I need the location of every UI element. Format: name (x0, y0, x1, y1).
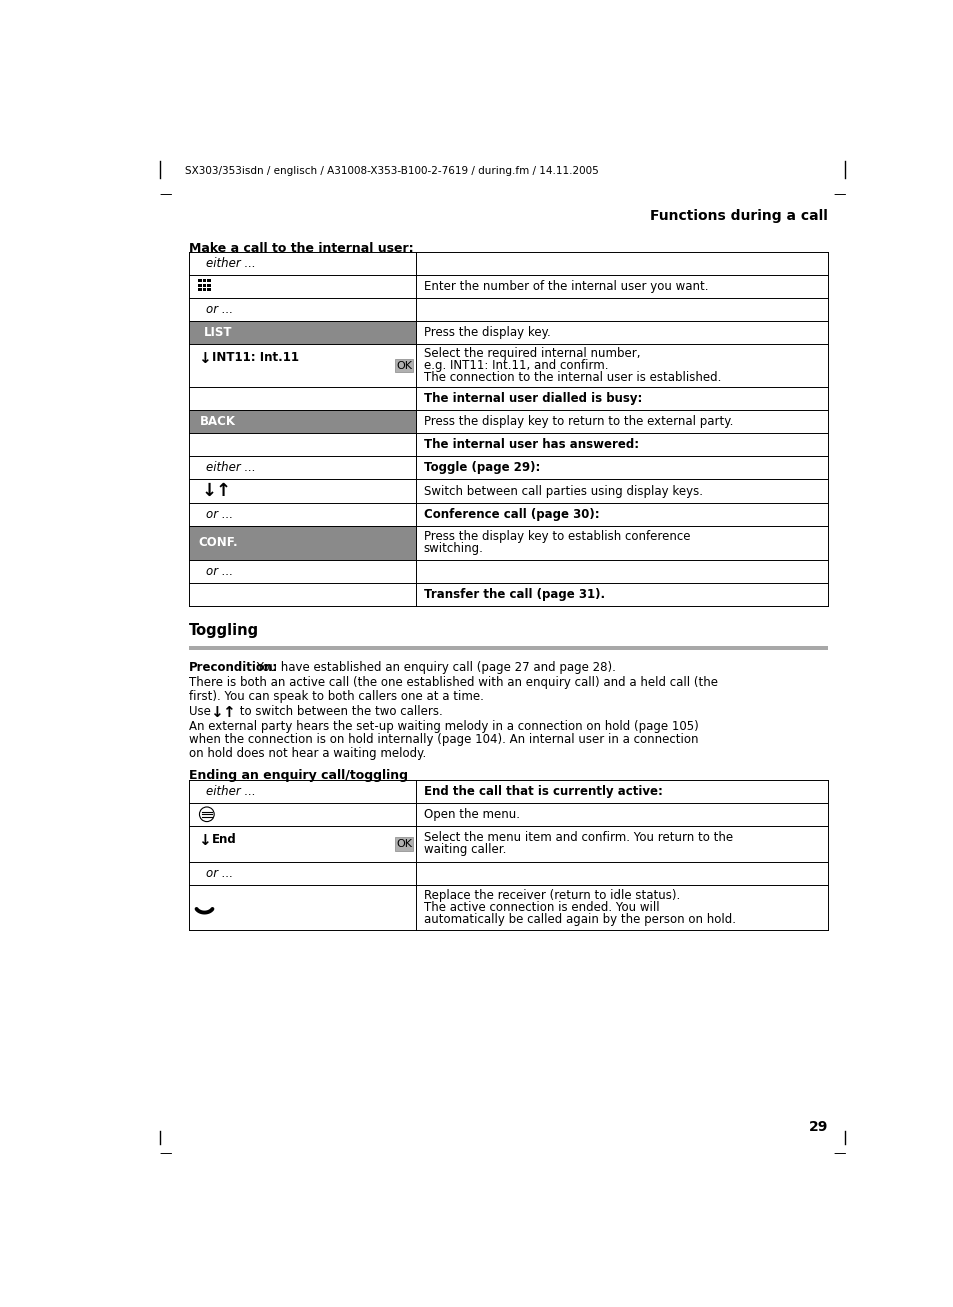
Text: either ...: either ... (206, 461, 255, 474)
Text: Functions during a call: Functions during a call (650, 209, 827, 223)
Bar (196, 536, 239, 549)
Text: End the call that is currently active:: End the call that is currently active: (423, 784, 662, 797)
Text: LIST: LIST (204, 325, 233, 339)
Text: Select the required internal number,: Select the required internal number, (423, 348, 639, 359)
Bar (196, 416, 239, 429)
Text: SX303/353isdn / englisch / A31008-X353-B100-2-7619 / during.fm / 14.11.2005: SX303/353isdn / englisch / A31008-X353-B… (185, 166, 598, 175)
Bar (207, 284, 211, 286)
Text: The internal user dialled is busy:: The internal user dialled is busy: (423, 392, 641, 405)
Text: —: — (159, 188, 172, 201)
Text: INT11: Int.11: INT11: Int.11 (212, 350, 299, 363)
Text: ↓: ↓ (198, 350, 211, 366)
Text: Enter the number of the internal user you want.: Enter the number of the internal user yo… (423, 280, 707, 293)
Text: ↓: ↓ (210, 704, 222, 720)
Text: to switch between the two callers.: to switch between the two callers. (235, 704, 442, 718)
Text: e.g. INT11: Int.11, and confirm.: e.g. INT11: Int.11, and confirm. (423, 359, 608, 372)
Text: either ...: either ... (206, 256, 255, 269)
Text: either ...: either ... (206, 784, 255, 797)
Text: Press the display key to establish conference: Press the display key to establish confe… (423, 531, 690, 544)
Text: switching.: switching. (423, 542, 483, 555)
Text: BACK: BACK (200, 416, 235, 429)
Bar (203, 284, 206, 286)
Text: ↓: ↓ (201, 482, 216, 501)
Text: Press the display key.: Press the display key. (423, 325, 550, 339)
Bar (207, 280, 211, 282)
Bar (198, 280, 201, 282)
Bar (189, 525, 416, 559)
Text: Use: Use (189, 704, 214, 718)
Text: Toggle (page 29):: Toggle (page 29): (423, 461, 539, 474)
Text: first). You can speak to both callers one at a time.: first). You can speak to both callers on… (189, 690, 483, 703)
Bar (189, 410, 416, 433)
Bar (203, 280, 206, 282)
Text: Transfer the call (page 31).: Transfer the call (page 31). (423, 588, 604, 601)
Text: Toggling: Toggling (189, 622, 259, 638)
Bar (198, 288, 201, 291)
Text: There is both an active call (the one established with an enquiry call) and a he: There is both an active call (the one es… (189, 676, 718, 689)
Bar (203, 288, 206, 291)
Text: or ...: or ... (206, 507, 233, 520)
Text: —: — (832, 1148, 844, 1161)
Bar (395, 838, 413, 851)
Text: 29: 29 (808, 1120, 827, 1134)
Text: End: End (212, 833, 236, 846)
Bar (198, 284, 201, 286)
Text: or ...: or ... (206, 565, 233, 578)
Bar (189, 320, 416, 344)
Text: Replace the receiver (return to idle status).: Replace the receiver (return to idle sta… (423, 889, 679, 902)
Text: when the connection is on hold internally (page 104). An internal user in a conn: when the connection is on hold internall… (189, 733, 698, 746)
Text: Press the display key to return to the external party.: Press the display key to return to the e… (423, 416, 732, 429)
Text: Conference call (page 30):: Conference call (page 30): (423, 507, 598, 520)
Bar (395, 359, 413, 372)
Text: on hold does not hear a waiting melody.: on hold does not hear a waiting melody. (189, 748, 426, 761)
Bar (207, 288, 211, 291)
Bar (189, 646, 827, 650)
Text: Make a call to the internal user:: Make a call to the internal user: (189, 242, 414, 255)
Text: OK: OK (395, 839, 412, 850)
Text: Ending an enquiry call/toggling: Ending an enquiry call/toggling (189, 769, 408, 782)
Text: or ...: or ... (206, 867, 233, 880)
Bar (196, 325, 239, 339)
Text: The connection to the internal user is established.: The connection to the internal user is e… (423, 371, 720, 384)
Text: —: — (832, 188, 844, 201)
Text: ↑: ↑ (221, 704, 234, 720)
Text: Switch between call parties using display keys.: Switch between call parties using displa… (423, 485, 702, 498)
Text: waiting caller.: waiting caller. (423, 843, 506, 856)
Text: CONF.: CONF. (198, 536, 237, 549)
Text: Open the menu.: Open the menu. (423, 808, 519, 821)
Text: An external party hears the set-up waiting melody in a connection on hold (page : An external party hears the set-up waiti… (189, 720, 698, 733)
Text: ↑: ↑ (215, 482, 231, 501)
Text: or ...: or ... (206, 303, 233, 316)
Text: automatically be called again by the person on hold.: automatically be called again by the per… (423, 912, 735, 925)
Text: Precondition:: Precondition: (189, 661, 278, 674)
Text: —: — (159, 1148, 172, 1161)
Text: You have established an enquiry call (page 27 and page 28).: You have established an enquiry call (pa… (253, 661, 615, 674)
Text: The internal user has answered:: The internal user has answered: (423, 438, 639, 451)
Text: ↓: ↓ (198, 833, 211, 848)
Text: OK: OK (395, 361, 412, 370)
Text: The active connection is ended. You will: The active connection is ended. You will (423, 901, 659, 914)
Text: Select the menu item and confirm. You return to the: Select the menu item and confirm. You re… (423, 831, 732, 844)
